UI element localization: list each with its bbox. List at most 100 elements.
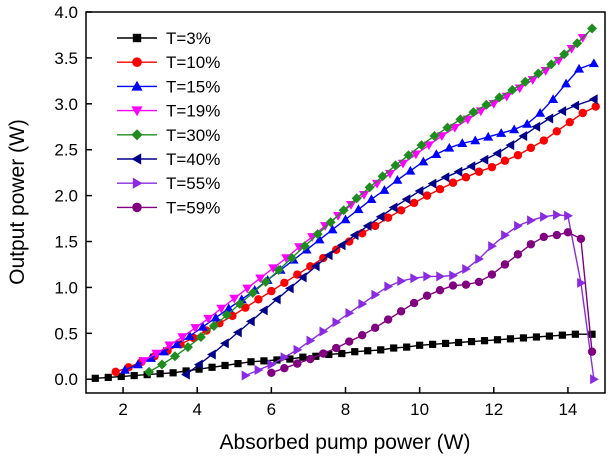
x-axis-title: Absorbed pump power (W) (220, 431, 471, 454)
data-point (182, 367, 190, 375)
data-point (345, 237, 354, 246)
data-point (590, 374, 599, 385)
data-point (431, 149, 442, 159)
series-t3 (91, 330, 596, 382)
data-point (509, 124, 520, 134)
data-point (466, 161, 476, 172)
data-point (234, 360, 242, 368)
legend-label: T=3% (166, 29, 211, 48)
data-point (506, 335, 515, 343)
data-point (379, 185, 390, 194)
data-point (572, 38, 583, 49)
data-point (496, 128, 507, 137)
data-point (505, 140, 515, 151)
data-point (574, 63, 585, 73)
data-point (455, 114, 466, 125)
data-point (475, 253, 484, 264)
legend: T=3% T=10% T=15% T=19% T=30% T=40% T=55% T=59% (117, 29, 220, 217)
data-point (442, 122, 453, 133)
data-point (553, 209, 562, 220)
data-point (553, 56, 564, 66)
data-point (449, 123, 460, 133)
data-point (388, 202, 398, 213)
y-tick-label: 2.5 (54, 141, 78, 160)
data-point (372, 179, 383, 189)
data-point (197, 321, 208, 331)
data-point (494, 92, 505, 103)
data-point (370, 323, 380, 333)
data-point (156, 359, 167, 370)
data-point (260, 357, 268, 365)
data-point (563, 228, 573, 237)
data-point (268, 264, 279, 274)
data-point (519, 334, 528, 342)
data-point (545, 332, 553, 340)
data-point (267, 368, 276, 378)
data-point (539, 136, 549, 145)
data-point (565, 117, 574, 127)
legend-marker (131, 106, 143, 117)
data-point (314, 234, 325, 244)
y-tick-label: 0.5 (54, 324, 78, 343)
data-point (325, 217, 336, 228)
data-point (566, 44, 577, 54)
data-point (346, 201, 357, 210)
data-point (336, 240, 346, 251)
data-point (540, 211, 549, 222)
data-point (461, 280, 471, 289)
data-point (396, 307, 406, 316)
data-point (210, 312, 221, 322)
data-point (216, 304, 227, 314)
data-point (578, 108, 587, 118)
data-point (234, 298, 245, 309)
data-point (194, 359, 203, 370)
data-point (507, 85, 518, 96)
data-point (284, 283, 294, 294)
data-point (570, 100, 580, 111)
data-point (474, 167, 484, 176)
data-point (332, 317, 342, 328)
data-point (362, 220, 372, 231)
legend-item: T=59% (117, 198, 220, 217)
series-layer (91, 23, 600, 385)
data-point (280, 278, 289, 288)
legend-item: T=55% (117, 174, 220, 193)
data-point (345, 308, 355, 319)
data-point (323, 250, 333, 261)
series-line (185, 98, 595, 376)
data-point (255, 274, 266, 284)
data-point (144, 366, 155, 377)
data-point (258, 305, 268, 316)
data-point (522, 119, 533, 128)
legend-marker (131, 80, 143, 91)
legend-item: T=10% (117, 53, 220, 72)
data-point (280, 352, 290, 363)
legend-item: T=15% (117, 77, 220, 96)
data-point (383, 213, 393, 222)
data-point (462, 264, 471, 275)
data-point (436, 271, 446, 282)
data-point (588, 58, 599, 68)
data-point (221, 361, 229, 370)
data-point (416, 140, 427, 151)
data-point (577, 277, 586, 288)
data-point (557, 106, 567, 117)
data-point (297, 272, 307, 283)
data-point (435, 184, 445, 194)
data-point (453, 166, 463, 177)
data-point (241, 370, 251, 381)
data-point (164, 341, 175, 351)
data-point (145, 353, 156, 362)
data-point (401, 194, 411, 205)
data-point (184, 331, 195, 340)
series-t55 (241, 209, 599, 385)
data-point (410, 150, 421, 160)
data-point (293, 344, 303, 355)
legend-marker (132, 57, 142, 67)
data-point (531, 121, 541, 132)
data-point (366, 194, 377, 204)
data-point (532, 333, 541, 341)
data-point (448, 178, 458, 187)
data-point (488, 241, 497, 252)
data-point (422, 191, 432, 200)
